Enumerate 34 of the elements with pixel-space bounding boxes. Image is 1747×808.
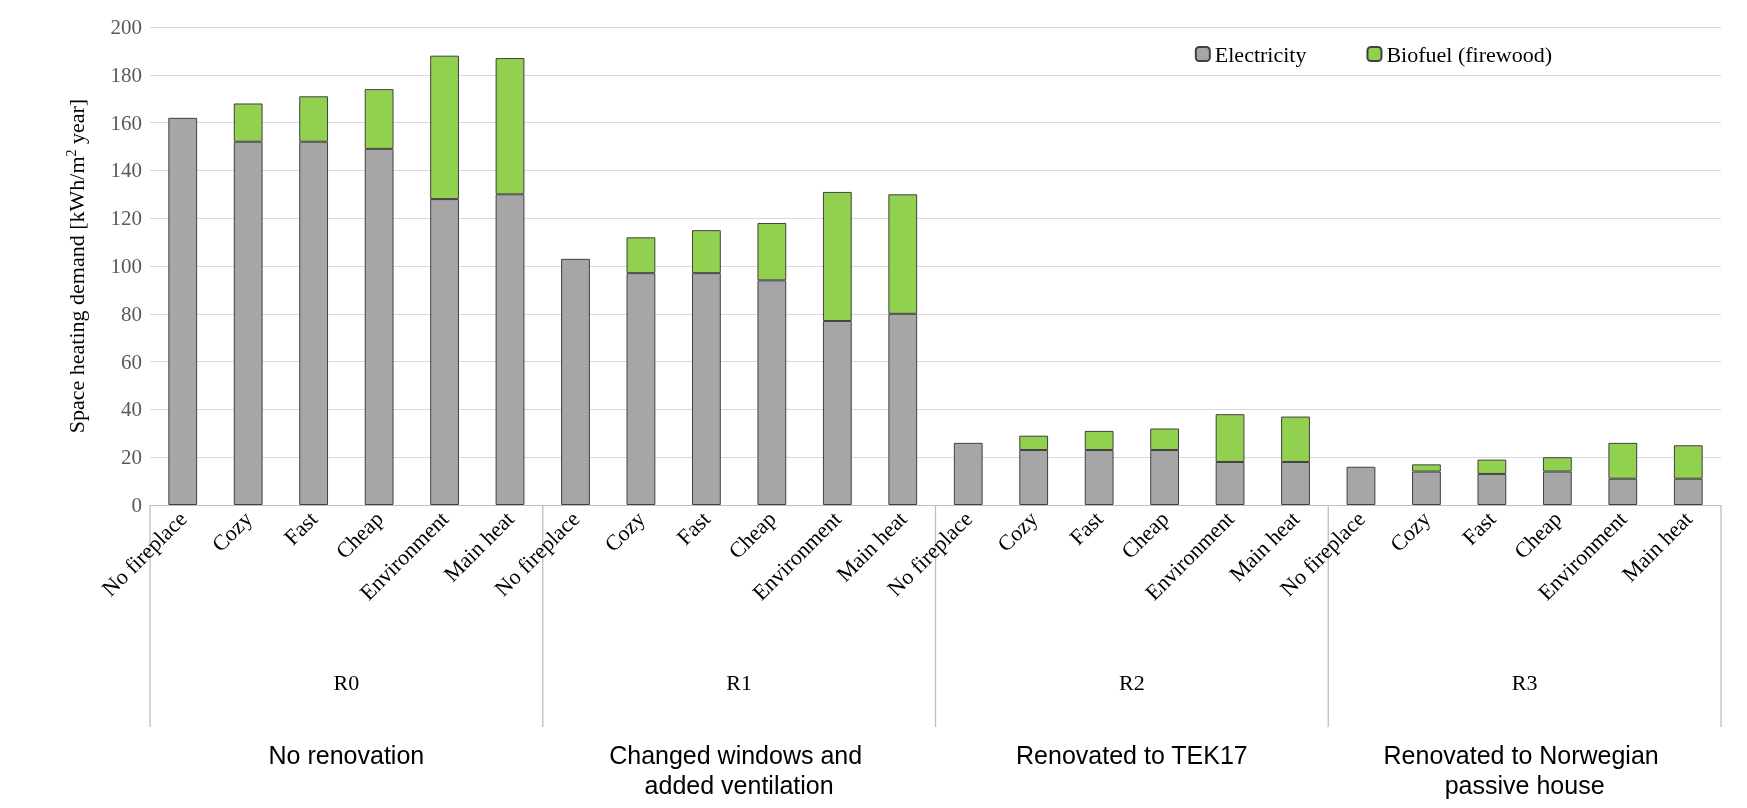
text: R1 <box>726 669 752 695</box>
y-tick-label: 200 <box>110 15 142 39</box>
bar <box>1346 466 1376 505</box>
bar <box>168 117 198 505</box>
y-axis-title: Space heating demand [kWh/m2 year] <box>63 98 89 434</box>
text: R2 <box>1119 669 1145 695</box>
x-tick-label: Cozy <box>599 506 650 557</box>
y-tick-label: 80 <box>121 301 142 326</box>
x-tick-label: Fast <box>1064 506 1108 550</box>
y-tick-label: 160 <box>110 110 142 135</box>
y-tick-label: 100 <box>110 254 142 278</box>
y-tick-label: 20 <box>121 445 142 470</box>
text: Renovated to TEK17 <box>1016 741 1248 769</box>
text: Renovated to Norwegian passive house <box>1383 741 1666 799</box>
x-tick-label: Cozy <box>992 506 1043 557</box>
y-tick-label: 180 <box>110 62 142 87</box>
legend-label: Biofuel (firewood) <box>1386 41 1552 67</box>
text: R0 <box>333 669 360 695</box>
x-tick-label: Fast <box>278 506 323 550</box>
y-tick-label: 40 <box>121 397 142 422</box>
legend-label: Electricity <box>1214 41 1307 67</box>
x-tick-label: Fast <box>671 506 716 550</box>
x-tick-label: Fast <box>1457 506 1501 550</box>
x-tick-label: Cozy <box>1384 506 1436 557</box>
y-tick-label: 140 <box>110 158 142 183</box>
bar <box>561 258 590 505</box>
text: Changed windows and added ventilation <box>609 741 870 799</box>
text: No renovation <box>268 741 425 769</box>
bar <box>953 442 983 505</box>
text: R3 <box>1511 669 1538 695</box>
y-tick-label: 60 <box>121 349 142 374</box>
x-tick-label: Cozy <box>206 506 258 557</box>
y-tick-label: 120 <box>110 206 142 231</box>
y-tick-label: 0 <box>131 493 142 517</box>
